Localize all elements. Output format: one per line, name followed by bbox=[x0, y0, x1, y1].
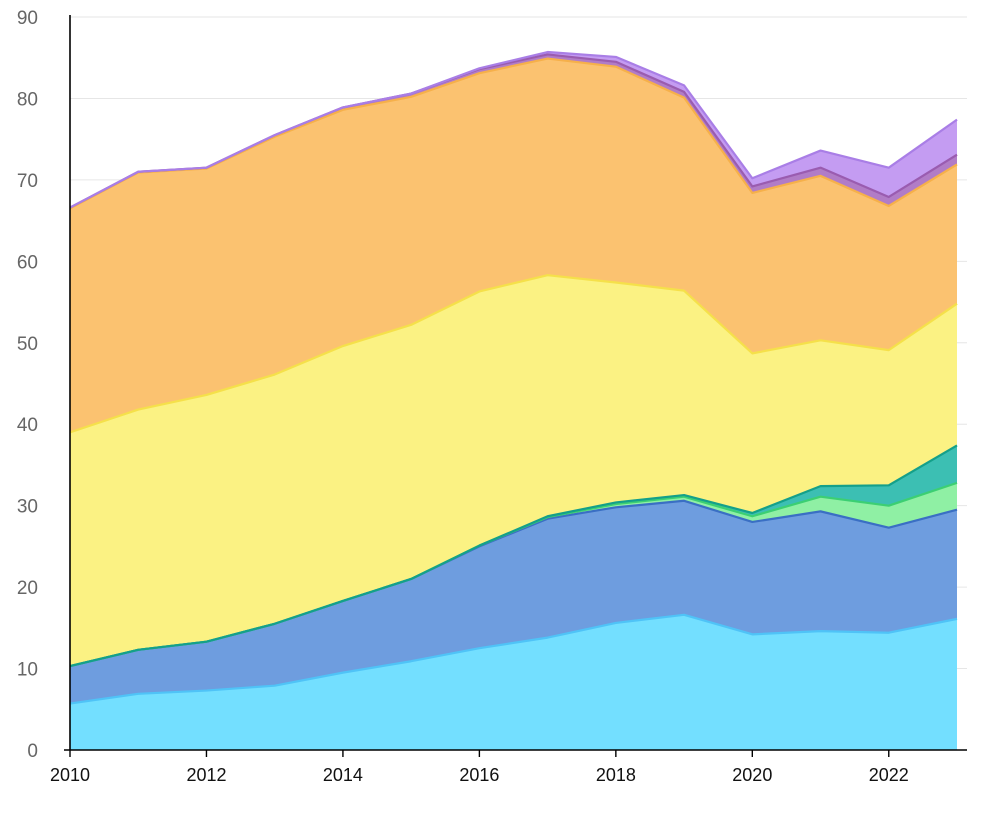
x-tick-label: 2014 bbox=[323, 765, 363, 785]
x-tick-label: 2016 bbox=[459, 765, 499, 785]
area-line-series-4 bbox=[69, 444, 958, 668]
x-tick-label: 2022 bbox=[869, 765, 909, 785]
y-tick-label: 60 bbox=[17, 252, 38, 273]
y-tick-label: 70 bbox=[17, 171, 38, 192]
area-lines bbox=[69, 50, 958, 705]
area-band-series-5 bbox=[70, 275, 957, 667]
x-tick-label: 2020 bbox=[732, 765, 772, 785]
area-line-series-1 bbox=[69, 613, 958, 705]
y-tick-label: 80 bbox=[17, 89, 38, 110]
y-tick-label: 90 bbox=[17, 8, 38, 29]
axes bbox=[64, 15, 967, 757]
area-line-series-8 bbox=[69, 50, 958, 209]
tick-labels: 0 10 20 30 40 50 60 70 80 90 2010 2012 2014 2016 2018 2… bbox=[17, 8, 909, 785]
area-line-series-5 bbox=[69, 274, 958, 434]
y-tick-label: 0 bbox=[27, 741, 38, 762]
x-tick-label: 2018 bbox=[596, 765, 636, 785]
area-band-series-2 bbox=[70, 500, 957, 704]
y-tick-label: 50 bbox=[17, 334, 38, 355]
y-tick-label: 40 bbox=[17, 415, 38, 436]
area-band-series-6 bbox=[70, 58, 957, 433]
area-bands bbox=[70, 52, 957, 750]
area-band-series-1 bbox=[70, 614, 957, 750]
area-band-series-7 bbox=[70, 54, 957, 209]
y-tick-label: 10 bbox=[17, 660, 38, 681]
y-tick-label: 30 bbox=[17, 497, 38, 518]
x-tick-label: 2012 bbox=[186, 765, 226, 785]
y-tick-label: 20 bbox=[17, 578, 38, 599]
x-tick-label: 2010 bbox=[50, 765, 90, 785]
